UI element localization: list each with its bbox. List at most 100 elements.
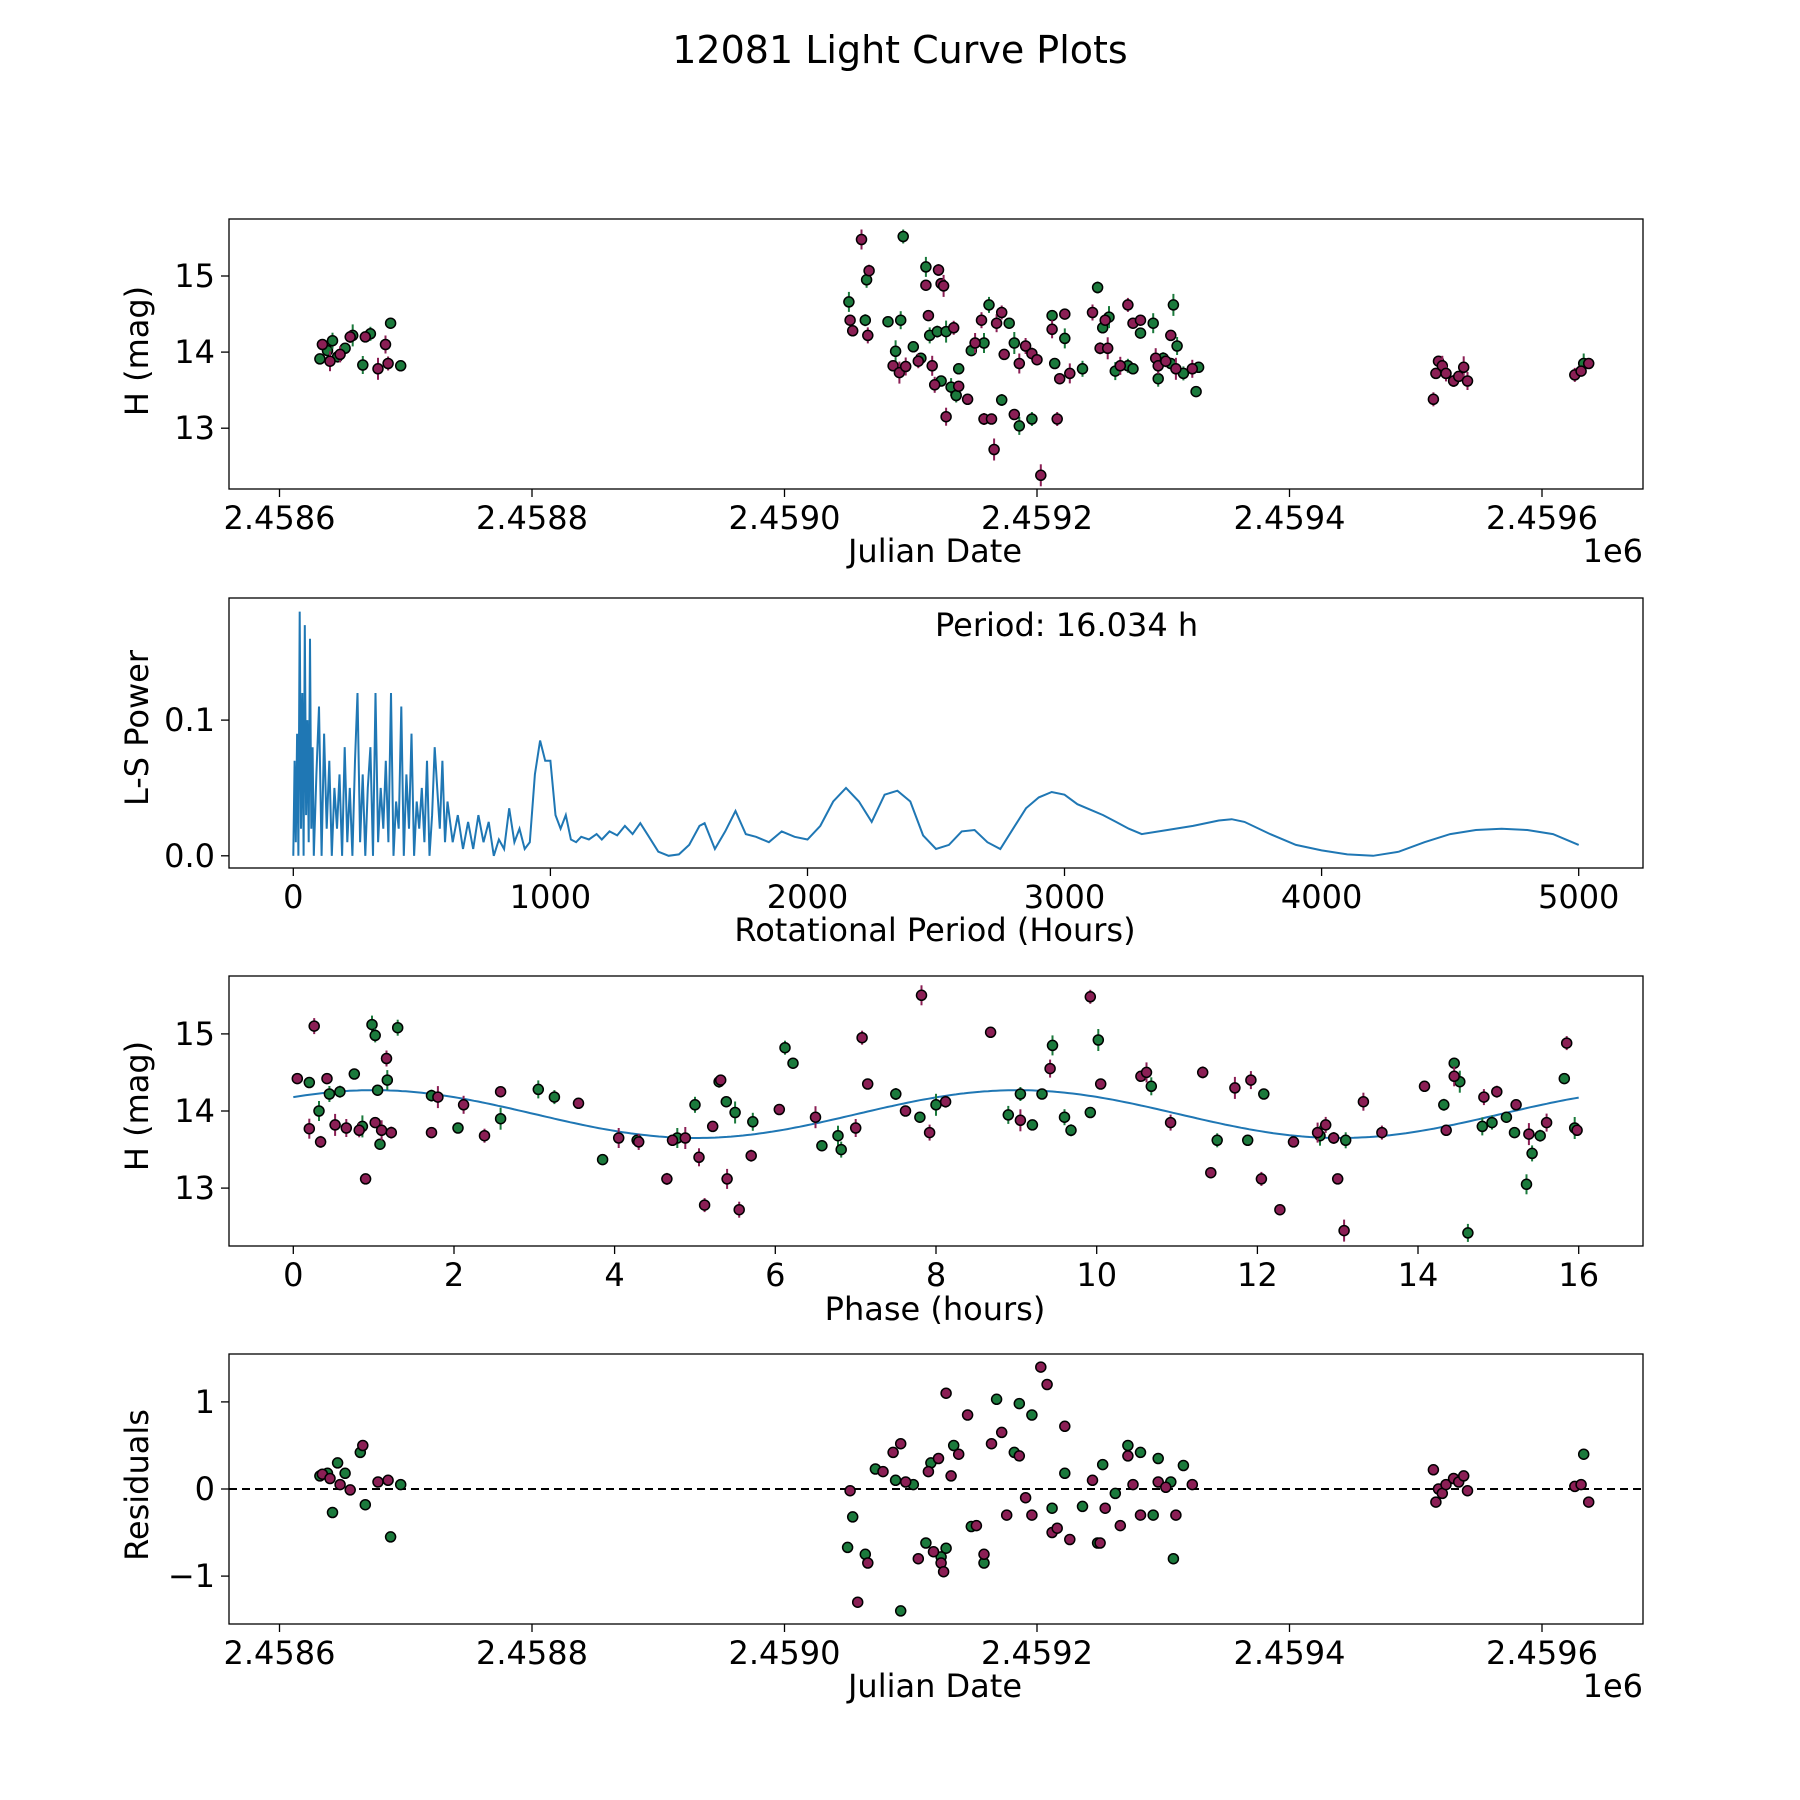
- r-data-point: [359, 1173, 372, 1185]
- r-data-point: [1086, 306, 1099, 319]
- r-data-point: [922, 1465, 935, 1478]
- g-data-point: [359, 1498, 372, 1511]
- r-data-point: [990, 317, 1003, 329]
- r-data-point: [372, 1476, 384, 1488]
- r-data-point: [432, 1091, 444, 1103]
- r-data-point: [494, 1085, 507, 1098]
- g-data-point: [323, 1088, 336, 1100]
- r-data-point: [1430, 1496, 1442, 1508]
- g-data-point: [381, 1074, 394, 1086]
- g-data-point: [334, 1085, 346, 1098]
- g-data-point: [897, 230, 909, 243]
- x-tick-label: 5000: [1538, 878, 1619, 916]
- g-data-point: [1084, 1106, 1097, 1119]
- r-data-point: [1122, 299, 1134, 311]
- residuals-offset-text: 1e6: [1583, 1667, 1643, 1705]
- r-data-point: [985, 1437, 998, 1450]
- r-data-point: [1019, 1491, 1032, 1504]
- x-tick-label: 2.4586: [224, 1634, 336, 1672]
- r-data-point: [915, 989, 928, 1002]
- x-tick-label: 2.4590: [729, 499, 841, 537]
- g-data-point: [1177, 1459, 1190, 1472]
- r-data-point: [940, 1387, 952, 1399]
- r-data-point: [1031, 353, 1043, 366]
- g-data-point: [1002, 1109, 1015, 1121]
- r-data-point: [478, 1129, 491, 1142]
- r-data-point: [851, 1596, 864, 1608]
- r-data-point: [324, 1472, 336, 1485]
- r-data-point: [1582, 1496, 1595, 1508]
- g-data-point: [889, 1474, 902, 1487]
- g-data-point: [1476, 1120, 1489, 1133]
- r-data-point: [353, 1124, 365, 1137]
- g-data-point: [384, 317, 397, 329]
- g-data-point: [720, 1095, 733, 1108]
- x-tick-label: 6: [765, 1256, 785, 1294]
- r-data-point: [344, 331, 356, 343]
- g-data-point: [1558, 1072, 1571, 1085]
- g-data-point: [1076, 1500, 1089, 1513]
- residuals-xlabel: Julian Date: [846, 1667, 1022, 1705]
- g-data-point: [1167, 299, 1180, 311]
- r-data-point: [1064, 367, 1076, 380]
- g-data-point: [339, 1467, 351, 1480]
- g-data-point: [394, 360, 407, 372]
- g-data-point: [371, 1084, 384, 1096]
- r-data-point: [1478, 1091, 1490, 1103]
- r-data-point: [1000, 1509, 1013, 1521]
- g-data-point: [357, 359, 369, 371]
- x-tick-label: 0: [283, 878, 303, 916]
- g-data-point: [596, 1153, 609, 1166]
- r-data-point: [1114, 360, 1127, 372]
- r-data-point: [1170, 363, 1182, 375]
- y-tick-label: 0.0: [164, 837, 215, 875]
- g-data-point: [729, 1106, 741, 1119]
- y-tick-label: 0: [195, 1470, 215, 1508]
- r-data-point: [385, 1126, 398, 1139]
- r-data-point: [862, 1557, 874, 1569]
- r-data-point: [714, 1074, 727, 1086]
- r-data-point: [679, 1132, 692, 1144]
- r-data-point: [344, 1484, 356, 1496]
- r-data-point: [998, 348, 1010, 361]
- r-data-point: [988, 443, 1000, 456]
- period-annotation: Period: 16.034 h: [935, 606, 1198, 644]
- r-data-point: [939, 1095, 952, 1108]
- r-data-point: [1051, 413, 1063, 425]
- r-data-point: [922, 309, 935, 322]
- r-data-point: [855, 233, 868, 246]
- r-data-point: [1008, 408, 1021, 421]
- r-data-point: [920, 279, 932, 291]
- r-data-point: [324, 355, 336, 367]
- r-data-point: [329, 1119, 341, 1131]
- y-tick-label: 1: [195, 1383, 215, 1421]
- lightcurve-axes-frame: [228, 218, 1644, 490]
- g-data-point: [1171, 340, 1183, 352]
- r-data-point: [773, 1103, 786, 1116]
- x-tick-label: 2.4586: [224, 499, 336, 537]
- g-data-point: [995, 394, 1008, 406]
- r-data-point: [1229, 1082, 1241, 1094]
- x-tick-label: 2.4594: [1234, 499, 1346, 537]
- lightcurve-xlabel: Julian Date: [846, 532, 1022, 570]
- r-data-point: [861, 1078, 874, 1090]
- x-tick-label: 4000: [1281, 878, 1362, 916]
- r-data-point: [1327, 1132, 1340, 1144]
- r-data-point: [1041, 1378, 1053, 1391]
- g-data-point: [1147, 1509, 1159, 1521]
- g-data-point: [326, 1506, 339, 1519]
- g-data-point: [779, 1041, 791, 1054]
- g-data-point: [1134, 327, 1147, 339]
- x-tick-label: 2.4588: [476, 1634, 588, 1672]
- phased-xlabel: Phase (hours): [825, 1290, 1046, 1328]
- r-data-point: [698, 1199, 711, 1211]
- g-data-point: [930, 1099, 942, 1111]
- r-data-point: [693, 1151, 705, 1164]
- r-data-point: [1134, 314, 1147, 326]
- r-data-point: [969, 337, 981, 349]
- residuals-panel: Residuals Julian Date 1e6 2.4586 2.4588 2.…: [118, 1353, 1644, 1705]
- r-data-point: [863, 264, 875, 277]
- r-data-point: [1338, 1224, 1350, 1237]
- r-data-point: [877, 1465, 889, 1478]
